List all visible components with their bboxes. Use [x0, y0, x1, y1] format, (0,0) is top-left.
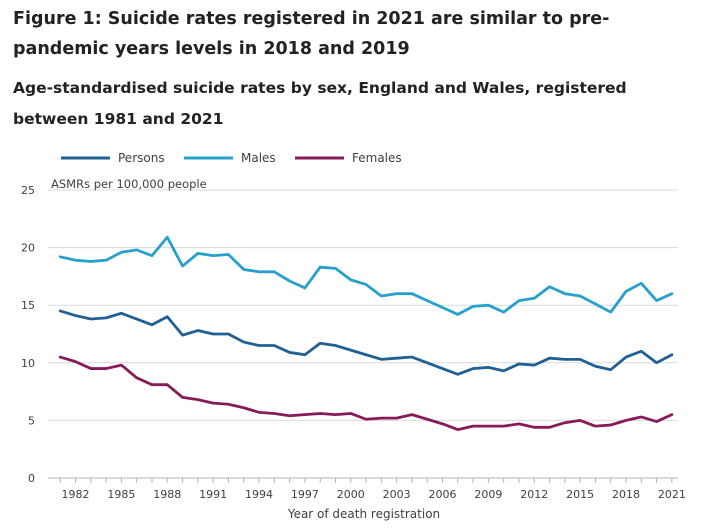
chart-subtitle: Age-standardised suicide rates by sex, E…: [13, 79, 627, 128]
grid-lines: [48, 189, 678, 479]
x-tick-label: 2012: [520, 488, 548, 501]
legend: Persons Males Females: [61, 151, 402, 165]
y-tick-label: 0: [28, 472, 35, 485]
x-tick-label: 2018: [612, 488, 640, 501]
x-tick-label: 1985: [107, 488, 135, 501]
x-tick-label: 2009: [474, 488, 502, 501]
x-tick-label: 1994: [245, 488, 273, 501]
x-axis-label: Year of death registration: [287, 507, 440, 521]
y-tick-label: 20: [21, 242, 35, 255]
series-line-persons: [58, 309, 674, 376]
legend-label-persons: Persons: [118, 151, 165, 165]
x-tick-label: 1991: [199, 488, 227, 501]
y-tick-label: 5: [28, 414, 35, 427]
series-line-males: [58, 235, 674, 316]
x-tick-label: 2003: [383, 488, 411, 501]
x-tick-label: 1997: [291, 488, 319, 501]
x-tick-label: 1982: [62, 488, 90, 501]
legend-label-males: Males: [241, 151, 276, 165]
series-line-females: [58, 355, 674, 432]
y-tick-label: 25: [21, 184, 35, 197]
x-tick-label: 1988: [153, 488, 181, 501]
y-tick-label: 15: [21, 299, 35, 312]
y-axis-label: ASMRs per 100,000 people: [51, 177, 207, 191]
x-tick-label: 2015: [566, 488, 594, 501]
chart-title: Figure 1: Suicide rates registered in 20…: [13, 9, 610, 59]
x-tick-label: 2021: [658, 488, 686, 501]
legend-label-females: Females: [352, 151, 402, 165]
x-tick-label: 2000: [337, 488, 365, 501]
y-tick-label: 10: [21, 357, 35, 370]
series-lines: [58, 235, 674, 432]
axes: 0 5 10 15 20 25 1982 1985 1988 1991 1994 1997 2000 20…: [21, 184, 686, 501]
x-tick-label: 2006: [429, 488, 457, 501]
